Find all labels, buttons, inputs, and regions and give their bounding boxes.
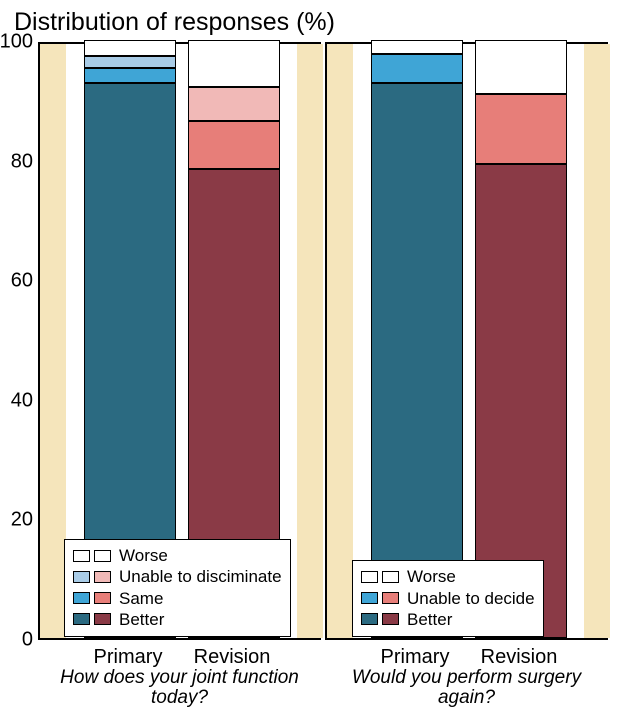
panel xyxy=(325,42,608,640)
chart-container: Distribution of responses (%) 0 20 40 60 80 1… xyxy=(0,0,625,700)
legend-row: Worse xyxy=(361,566,535,587)
legend-swatch xyxy=(73,550,90,562)
legend-swatch xyxy=(382,571,399,583)
question-label: Would you perform surgery again? xyxy=(327,668,607,708)
legend-swatch xyxy=(73,592,90,604)
bar xyxy=(475,44,567,638)
chart-title: Distribution of responses (%) xyxy=(14,8,335,37)
bar-segment xyxy=(188,40,280,87)
legend-swatch xyxy=(94,613,111,625)
legend-row: Worse xyxy=(73,545,282,566)
legend-swatch xyxy=(73,571,90,583)
legend-swatch xyxy=(94,592,111,604)
y-tick-label: 40 xyxy=(11,389,33,412)
question-label: How does your joint function today? xyxy=(40,668,320,708)
x-category-label: Revision xyxy=(194,646,271,669)
legend-swatch xyxy=(94,571,111,583)
x-category-label: Primary xyxy=(94,646,163,669)
legend-row: Unable to disciminate xyxy=(73,566,282,587)
bar-segment xyxy=(188,87,280,122)
legend-row: Unable to decide xyxy=(361,588,535,609)
bar-segment xyxy=(371,83,463,638)
legend-label: Worse xyxy=(119,545,168,566)
legend: WorseUnable to disciminateSameBetter xyxy=(64,539,291,637)
legend-swatch xyxy=(361,613,378,625)
legend-label: Unable to disciminate xyxy=(119,566,282,587)
bar-segment xyxy=(475,94,567,165)
bar-segment xyxy=(371,40,463,54)
legend-label: Unable to decide xyxy=(407,588,535,609)
legend-label: Better xyxy=(407,609,452,630)
x-category-label: Revision xyxy=(481,646,558,669)
y-tick-label: 0 xyxy=(22,629,33,652)
panel-band xyxy=(584,44,610,638)
bar-segment xyxy=(475,40,567,94)
panel-band xyxy=(40,44,66,638)
legend-row: Better xyxy=(73,609,282,630)
bar-segment xyxy=(84,56,176,68)
panel-band xyxy=(327,44,353,638)
bar xyxy=(371,44,463,638)
y-tick-label: 80 xyxy=(11,150,33,173)
legend-label: Same xyxy=(119,588,163,609)
bar-segment xyxy=(84,68,176,84)
x-category-label: Primary xyxy=(381,646,450,669)
legend-row: Better xyxy=(361,609,535,630)
legend-swatch xyxy=(382,613,399,625)
legend-swatch xyxy=(361,592,378,604)
legend-swatch xyxy=(94,550,111,562)
bar-segment xyxy=(371,54,463,83)
legend-row: Same xyxy=(73,588,282,609)
legend-swatch xyxy=(361,571,378,583)
bar-segment xyxy=(84,40,176,56)
y-tick-label: 60 xyxy=(11,270,33,293)
bar-segment xyxy=(188,121,280,169)
panel-band xyxy=(297,44,323,638)
y-tick-label: 100 xyxy=(0,31,33,54)
legend-swatch xyxy=(382,592,399,604)
legend-label: Better xyxy=(119,609,164,630)
legend: WorseUnable to decideBetter xyxy=(352,560,544,637)
y-tick-label: 20 xyxy=(11,509,33,532)
legend-label: Worse xyxy=(407,566,456,587)
legend-swatch xyxy=(73,613,90,625)
